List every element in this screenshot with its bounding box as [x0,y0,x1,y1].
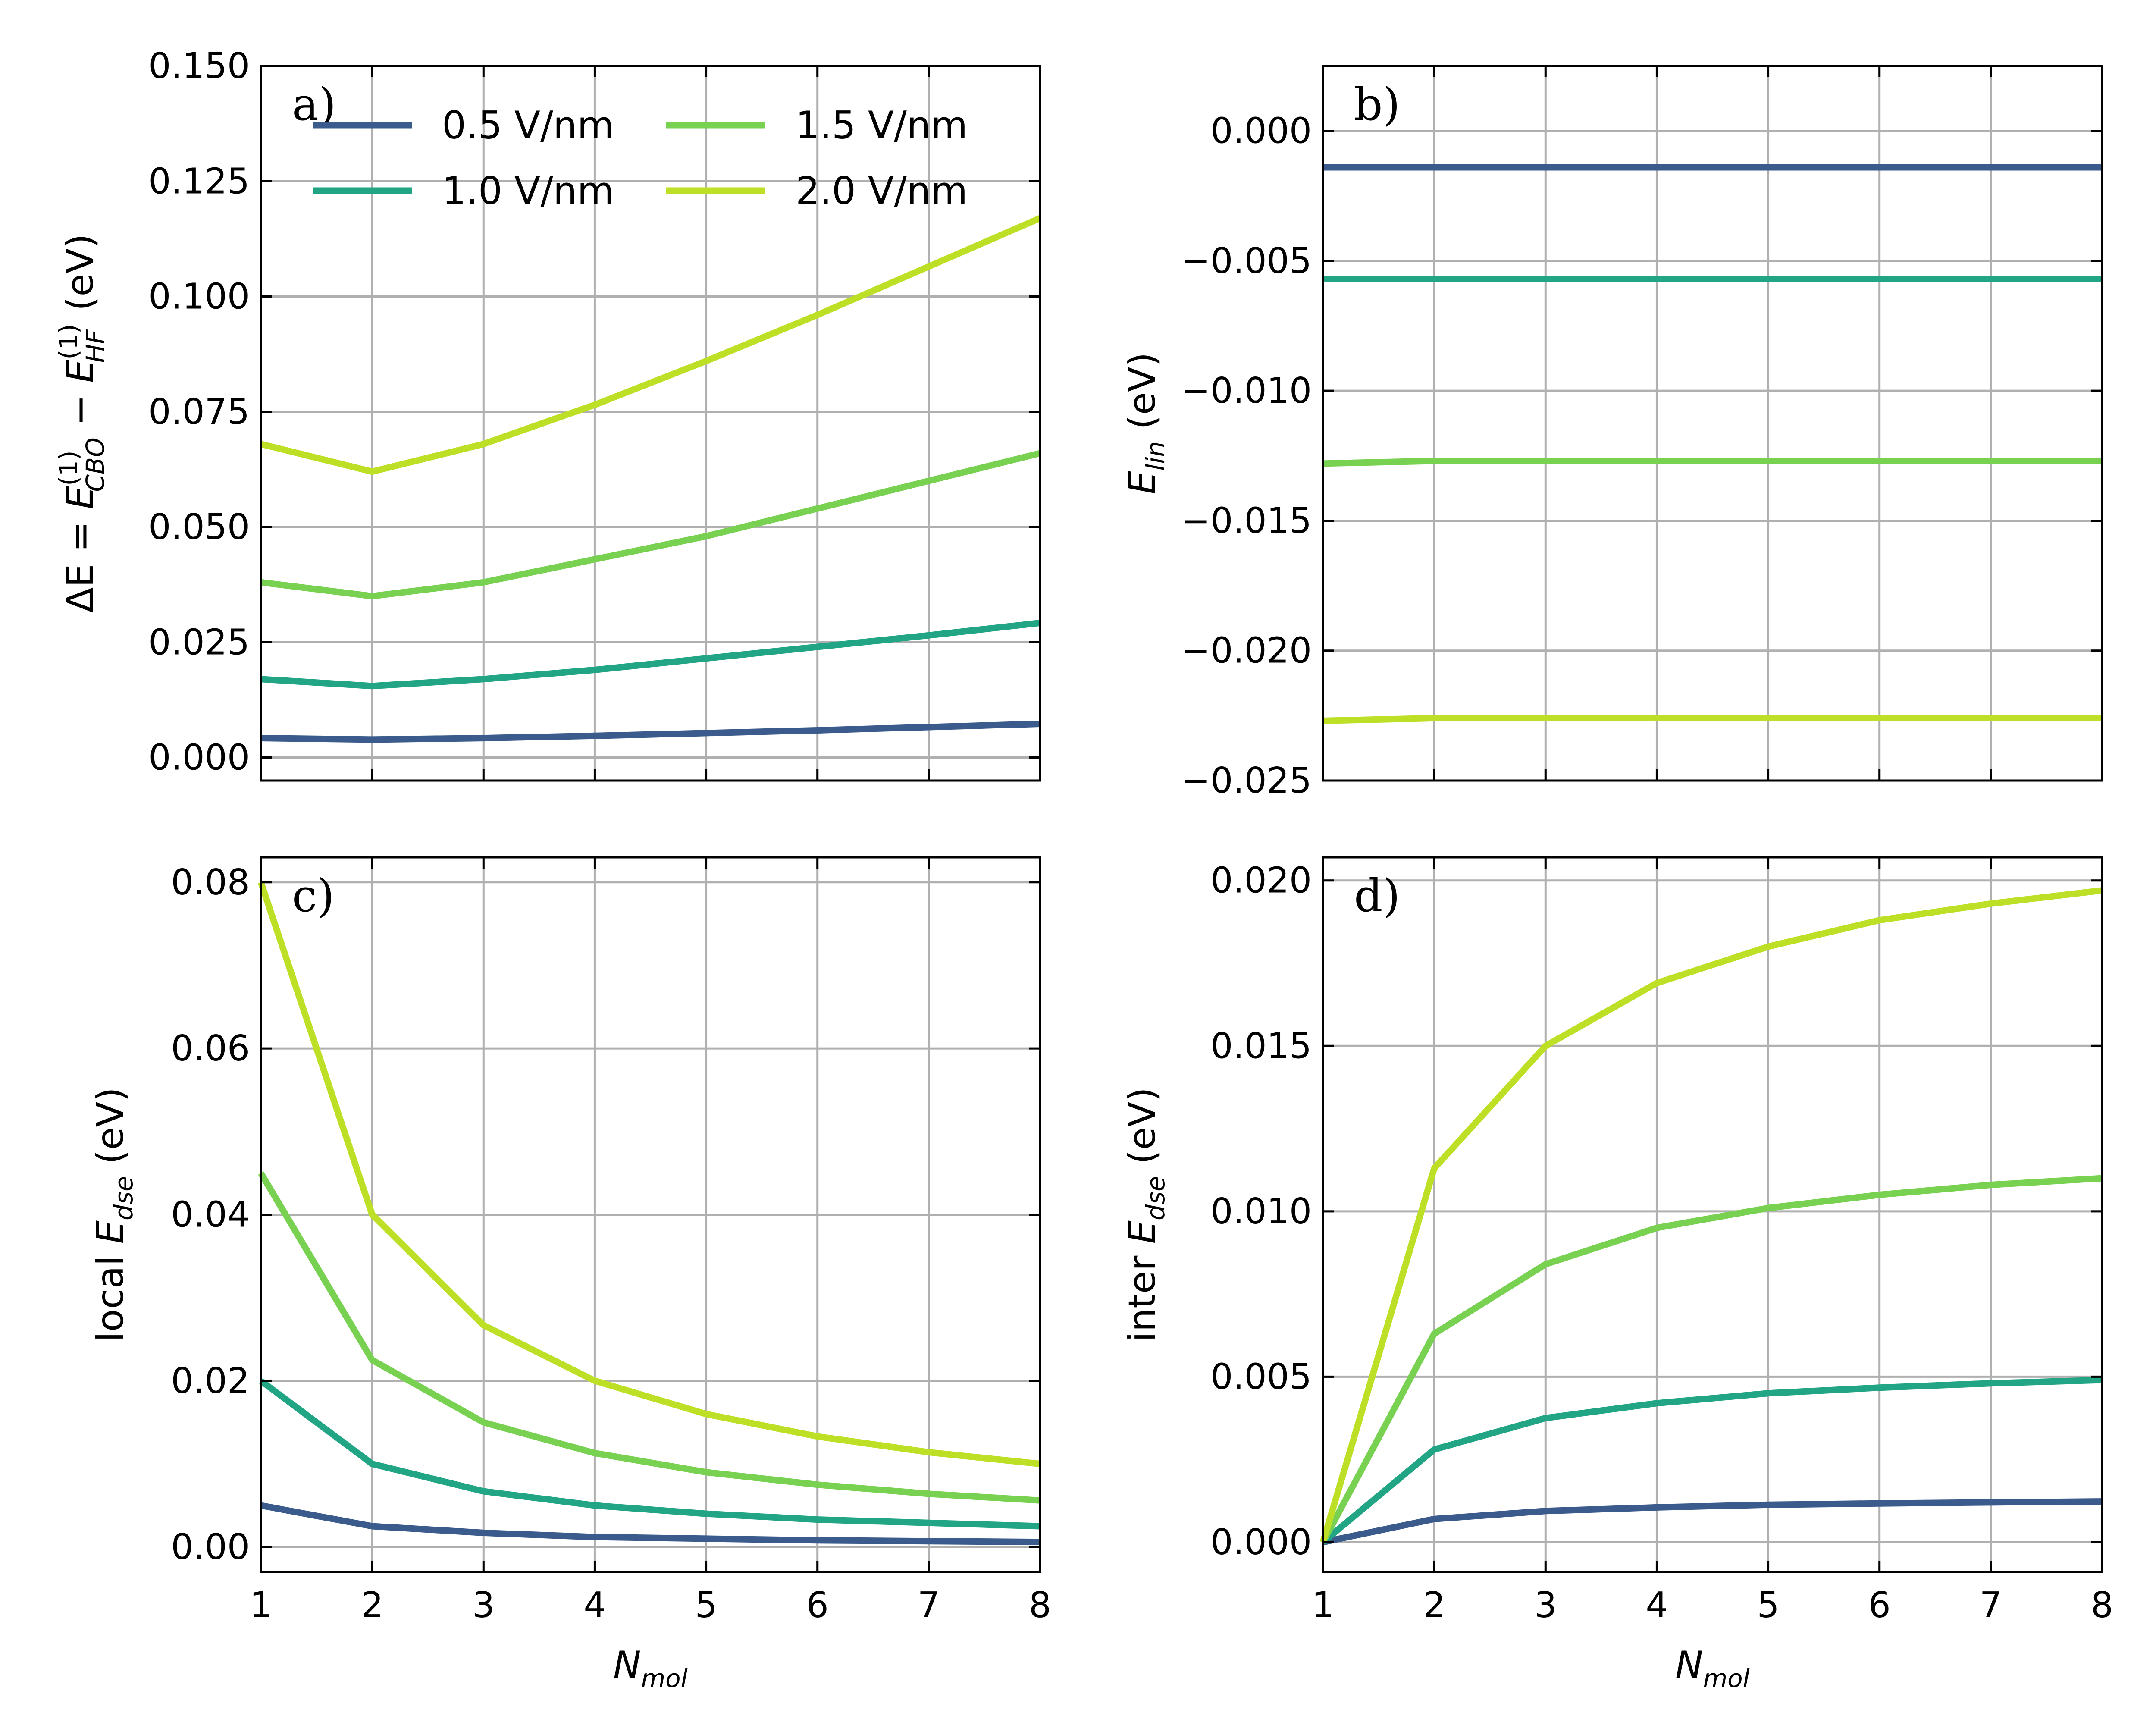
y-tick-label: 0.06 [171,1028,250,1069]
legend: 0.5 V/nm 1.0 V/nm 1.5 V/nm 2.0 V/nm [313,103,968,213]
plot-frame [1322,856,2103,1573]
x-tick-label: 2 [361,1585,383,1626]
legend-item: 0.5 V/nm [313,103,614,147]
x-tick-label: 7 [918,1585,940,1626]
y-tick-label: 0.100 [148,276,250,317]
x-tick-label: 8 [2091,1585,2113,1626]
y-tick-label: 0.02 [171,1361,250,1402]
y-tick-label: −0.005 [1181,241,1312,282]
panel-c: 0.00 0.02 0.04 0.06 0.08 1 2 3 4 5 6 7 8 Nmol local Ed… [89,856,1051,1693]
x-tick-label: 8 [1029,1585,1051,1626]
y-tick-label: 0.020 [1210,860,1312,901]
y-axis-label: inter Edse (eV) [1121,1087,1170,1342]
panel-a: 0.000 0.025 0.050 0.075 0.100 0.125 0.150 ΔE = … [54,46,1041,782]
series-line-2-0-v-nm [257,881,1040,1467]
legend-label: 1.0 V/nm [442,169,614,213]
panel-b: −0.025 −0.020 −0.015 −0.010 −0.005 0.000 Elin … [1121,65,2103,801]
series-line-2-0-v-nm [260,215,1041,475]
series-line-0-5-v-nm [260,1502,1040,1546]
panel-label: d) [1354,869,1400,922]
x-tick-label: 3 [1534,1585,1557,1626]
y-tick-label: 0.000 [148,737,250,778]
series-line-1-5-v-nm [1320,1175,2103,1544]
plot-frame [260,65,1041,782]
series-line-1-0-v-nm [259,1378,1040,1530]
series-line-1-5-v-nm [260,450,1041,599]
panel-label: b) [1354,78,1400,131]
x-axis-label: Nmol [613,1643,687,1693]
x-tick-label: 3 [472,1585,495,1626]
x-tick-label: 7 [1980,1585,2002,1626]
series-line-1-5-v-nm [258,1171,1040,1504]
y-tick-label: −0.020 [1181,630,1312,671]
legend-item: 1.0 V/nm [313,169,614,213]
legend-label: 0.5 V/nm [442,103,614,147]
x-tick-label: 2 [1423,1585,1445,1626]
y-tick-label: 0.005 [1210,1356,1312,1397]
series-line-2-0-v-nm [1322,715,2102,724]
x-tick-label: 1 [250,1585,272,1626]
y-tick-label: 0.010 [1210,1191,1312,1232]
y-axis-label: Elin (eV) [1121,352,1170,495]
legend-label: 2.0 V/nm [796,169,968,213]
x-tick-label: 6 [806,1585,829,1626]
y-tick-label: −0.025 [1181,760,1312,801]
y-tick-label: 0.125 [148,161,250,202]
y-axis-label: ΔE = E(1)CBO − E(1)HF (eV) [54,234,110,613]
legend-item: 2.0 V/nm [666,169,968,213]
series-line-2-0-v-nm [1319,887,2103,1543]
panel-d: 0.000 0.005 0.010 0.015 0.020 1 2 3 4 5 6 7 8 Nmol int… [1121,856,2113,1693]
legend-label: 1.5 V/nm [796,103,968,147]
series-line-0-5-v-nm [1322,1498,2103,1546]
y-axis-label: local Edse (eV) [89,1087,138,1342]
series-line-0-5-v-nm [260,721,1040,743]
x-tick-label: 1 [1312,1585,1334,1626]
x-tick-label: 5 [695,1585,717,1626]
panel-label: c) [292,869,335,922]
x-tick-label: 4 [1645,1585,1668,1626]
y-tick-label: 0.015 [1210,1026,1312,1066]
y-tick-label: 0.025 [148,622,250,663]
x-axis-label: Nmol [1675,1643,1749,1693]
y-tick-label: −0.015 [1181,500,1312,541]
series-line-1-0-v-nm [1321,1377,2103,1545]
y-tick-label: 0.000 [1210,1522,1312,1563]
plot-frame [1322,65,2103,782]
y-tick-label: −0.010 [1181,370,1312,411]
x-tick-label: 4 [583,1585,606,1626]
y-tick-label: 0.08 [171,862,250,903]
x-tick-label: 5 [1757,1585,1779,1626]
legend-item: 1.5 V/nm [666,103,968,147]
series-line-1-5-v-nm [1322,458,2102,467]
y-tick-label: 0.00 [171,1527,250,1568]
y-tick-label: 0.04 [171,1195,250,1236]
y-tick-label: 0.075 [148,392,250,433]
y-tick-label: 0.050 [148,507,250,548]
y-tick-label: 0.000 [1210,111,1312,152]
y-tick-label: 0.150 [148,46,250,87]
series-line-1-0-v-nm [260,619,1040,690]
x-tick-label: 6 [1868,1585,1891,1626]
